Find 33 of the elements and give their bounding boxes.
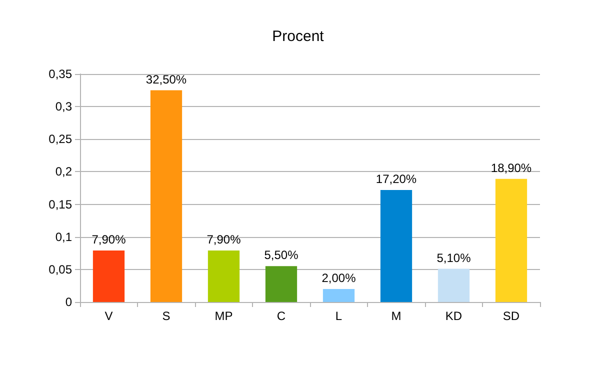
- bar: [322, 288, 355, 302]
- y-tick-label: 0,2: [55, 164, 72, 179]
- bar: [495, 178, 528, 302]
- data-label: 18,90%: [490, 160, 532, 175]
- y-tick-label: 0,05: [48, 262, 72, 276]
- data-label: 32,50%: [146, 72, 187, 86]
- x-tick-label: MP: [214, 309, 233, 323]
- bar: [92, 250, 125, 302]
- data-label: 17,20%: [376, 172, 417, 186]
- y-tick-label: 0: [65, 295, 72, 309]
- bar: [380, 190, 412, 302]
- x-tick-label: C: [276, 309, 286, 323]
- x-tick-label: S: [162, 309, 170, 323]
- y-tick-label: 0,35: [48, 67, 72, 81]
- data-label: 7,90%: [206, 232, 242, 247]
- data-label: 7,90%: [92, 232, 126, 247]
- data-label: 2,00%: [322, 270, 356, 285]
- x-tick-label: V: [104, 309, 113, 323]
- bar: [265, 266, 298, 302]
- y-tick-label: 0,3: [55, 100, 72, 114]
- bar: [150, 90, 182, 302]
- x-tick-label: L: [335, 309, 342, 323]
- x-tick-label: KD: [445, 309, 462, 323]
- data-label: 5,50%: [264, 248, 299, 262]
- y-tick-label: 0,25: [48, 132, 72, 146]
- chart-title: Procent: [272, 28, 325, 45]
- data-label: 5,10%: [436, 250, 472, 265]
- y-tick-label: 0,15: [48, 197, 72, 212]
- bar: [208, 250, 240, 302]
- bar: [438, 268, 470, 302]
- y-tick-label: 0,1: [55, 230, 72, 244]
- x-tick-label: SD: [502, 309, 520, 323]
- x-tick-label: M: [391, 309, 402, 323]
